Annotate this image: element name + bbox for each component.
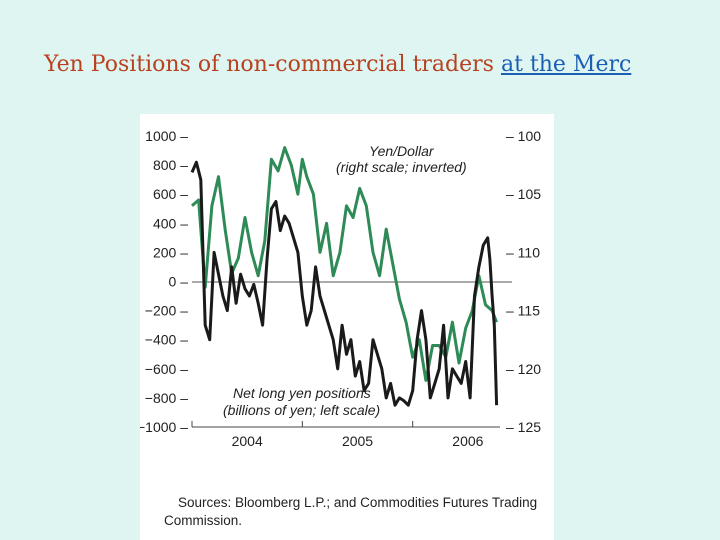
- right-tick-label: – 110: [506, 244, 540, 260]
- left-tick-label: −200 –: [145, 303, 188, 319]
- slide-title-text: Yen Positions of non-commercial traders: [44, 52, 501, 77]
- x-axis: 2004 2005 2006: [191, 421, 500, 449]
- left-tick-label: −800 –: [145, 390, 188, 406]
- right-tick-label: – 125: [506, 419, 541, 435]
- x-tick-label: 2005: [342, 433, 373, 449]
- yen-dollar-annotation-scale: (right scale; inverted): [336, 159, 467, 175]
- slide-title: Yen Positions of non-commercial traders …: [44, 52, 631, 77]
- net-long-annotation-scale: (billions of yen; left scale): [223, 402, 380, 418]
- left-tick-label: 0 –: [169, 274, 189, 290]
- left-axis: 1000 – 800 – 600 – 400 – 200 – 0 – −200 – −400 …: [140, 128, 188, 435]
- left-tick-label: 400 –: [153, 215, 188, 231]
- right-axis: – 100 – 105 – 110 – 115 – 120 – 125: [506, 128, 541, 435]
- x-tick-label: 2006: [452, 433, 483, 449]
- x-tick-label: 2004: [232, 433, 263, 449]
- net-long-annotation: Net long yen positions: [233, 385, 371, 401]
- right-tick-label: – 100: [506, 128, 541, 144]
- right-tick-label: – 120: [506, 361, 541, 377]
- yen-dollar-line: [191, 146, 498, 382]
- yen-dollar-annotation: Yen/Dollar: [369, 143, 435, 159]
- right-tick-label: – 115: [506, 303, 540, 319]
- net-long-line: [190, 160, 499, 407]
- left-tick-label: −1000 –: [140, 419, 188, 435]
- left-tick-label: 600 –: [153, 186, 188, 202]
- source-note: Sources: Bloomberg L.P.; and Commodities…: [178, 495, 537, 510]
- yen-positions-chart: 1000 – 800 – 600 – 400 – 200 – 0 – −200 – −400 …: [140, 128, 541, 528]
- source-note-cont: Commission.: [164, 513, 242, 528]
- left-tick-label: −400 –: [145, 332, 188, 348]
- right-tick-label: – 105: [506, 186, 541, 202]
- left-tick-label: −600 –: [145, 361, 188, 377]
- left-tick-label: 800 –: [153, 157, 188, 173]
- left-tick-label: 1000 –: [145, 128, 188, 144]
- left-tick-label: 200 –: [153, 244, 188, 260]
- chart-card: 1000 – 800 – 600 – 400 – 200 – 0 – −200 – −400 …: [140, 114, 554, 540]
- merc-link[interactable]: at the Merc: [500, 52, 632, 77]
